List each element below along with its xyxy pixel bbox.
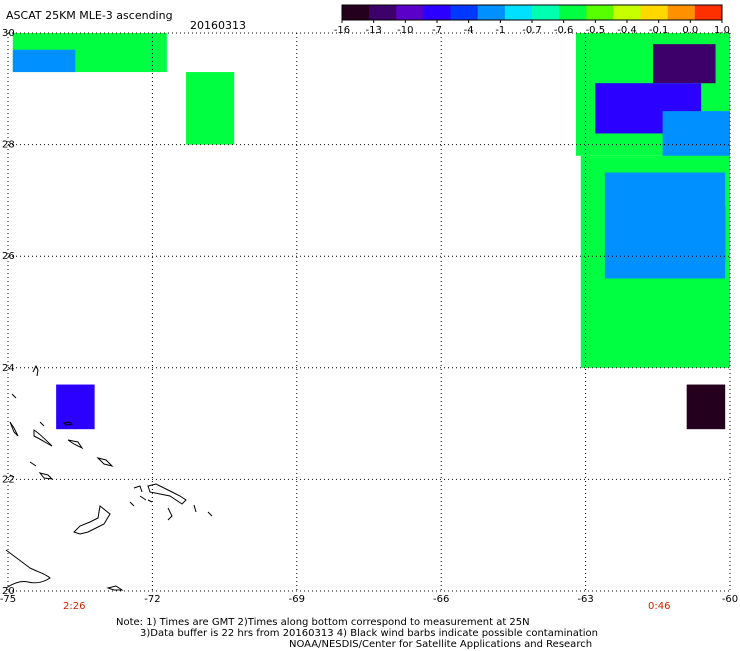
x-tick-label: -60 bbox=[722, 594, 738, 605]
colorbar-label: -7 bbox=[432, 25, 442, 36]
colorbar bbox=[341, 4, 723, 21]
note-line-3: NOAA/NESDIS/Center for Satellite Applica… bbox=[289, 639, 593, 650]
colorbar-segment bbox=[423, 5, 452, 20]
coastline-bahamas-north bbox=[32, 364, 39, 377]
note-line-1: Note: 1) Times are GMT 2)Times along bot… bbox=[116, 617, 530, 628]
colorbar-label: -13 bbox=[365, 25, 381, 36]
x-tick-label: -63 bbox=[577, 594, 593, 605]
coastline-island bbox=[39, 421, 45, 427]
chart-date: 20160313 bbox=[190, 19, 246, 32]
colorbar-label: 0.0 bbox=[682, 25, 698, 36]
x-tick-label: -66 bbox=[433, 594, 449, 605]
colorbar-segment bbox=[613, 5, 642, 20]
coastline-island bbox=[129, 501, 135, 507]
colorbar-segment bbox=[586, 5, 614, 20]
coastline-island bbox=[38, 472, 54, 480]
coastline-island bbox=[167, 507, 173, 521]
colorbar-segment bbox=[504, 5, 533, 20]
coastline-island bbox=[133, 485, 143, 493]
coastline-island bbox=[193, 504, 197, 513]
coastline-island bbox=[96, 457, 114, 467]
colorbar-label: -4 bbox=[464, 25, 474, 36]
colorbar-segment bbox=[559, 5, 587, 20]
colorbar-segment bbox=[667, 5, 696, 20]
axes: -75 -72 -69 -66 -63 -60 30 28 26 24 22 20 bbox=[0, 28, 738, 605]
colorbar-label: -1 bbox=[495, 25, 505, 36]
coastline-island bbox=[139, 495, 147, 501]
colorbar-segment bbox=[369, 5, 397, 20]
note-line-2: 3)Data buffer is 22 hrs from 20160313 4)… bbox=[140, 628, 598, 639]
x-tick-label: -75 bbox=[0, 594, 16, 605]
y-tick-label: 24 bbox=[2, 363, 15, 374]
colorbar-segment bbox=[532, 5, 560, 20]
coastlines bbox=[5, 364, 213, 591]
data-cell bbox=[186, 72, 235, 145]
data-cell bbox=[652, 44, 716, 84]
data-cell bbox=[686, 384, 726, 430]
coastline-island bbox=[62, 421, 74, 426]
colorbar-label: -0.7 bbox=[522, 25, 542, 36]
colorbar-label: -0.6 bbox=[554, 25, 574, 36]
data-cell bbox=[56, 384, 95, 430]
data-cell bbox=[604, 172, 726, 279]
y-tick-label: 28 bbox=[2, 140, 15, 151]
colorbar-label: -0.4 bbox=[617, 25, 637, 36]
colorbar-segment bbox=[396, 5, 424, 20]
coastline-island bbox=[33, 429, 53, 447]
coastline-island bbox=[11, 393, 17, 399]
coastline-island bbox=[207, 511, 213, 517]
data-cells bbox=[12, 33, 730, 430]
coastline-island bbox=[9, 421, 19, 437]
coastline-island bbox=[106, 585, 124, 591]
coastline-cuba bbox=[147, 483, 187, 505]
coastline-island bbox=[9, 474, 15, 478]
coastline-island bbox=[67, 439, 84, 450]
coastline-island bbox=[147, 499, 153, 503]
colorbar-segment bbox=[694, 5, 723, 20]
y-tick-label: 22 bbox=[2, 474, 15, 485]
y-tick-label: 20 bbox=[2, 586, 15, 597]
colorbar-label: 1.0 bbox=[714, 25, 730, 36]
colorbar-segment bbox=[477, 5, 506, 20]
colorbar-label: -10 bbox=[397, 25, 413, 36]
colorbar-labels: -16 -13 -10 -7 -4 -1 -0.7 -0.6 -0.5 -0.4 -0.1 0.0 1.… bbox=[334, 20, 730, 36]
coastline-hispaniola bbox=[5, 549, 51, 589]
colorbar-segment bbox=[450, 5, 479, 20]
colorbar-label: -16 bbox=[334, 25, 350, 36]
coastline-island bbox=[73, 505, 111, 535]
time-left: 2:26 bbox=[63, 601, 86, 612]
x-tick-label: -72 bbox=[144, 594, 160, 605]
y-tick-label: 26 bbox=[2, 251, 15, 262]
chart-title: ASCAT 25KM MLE-3 ascending bbox=[6, 9, 173, 22]
time-right: 0:46 bbox=[648, 601, 671, 612]
colorbar-segment bbox=[342, 5, 370, 20]
grid bbox=[7, 32, 731, 592]
data-cell bbox=[12, 49, 76, 73]
colorbar-label: -0.5 bbox=[586, 25, 606, 36]
y-tick-label: 30 bbox=[2, 28, 15, 39]
coastline-island bbox=[29, 461, 37, 467]
colorbar-label: -0.1 bbox=[649, 25, 669, 36]
colorbar-segment bbox=[640, 5, 669, 20]
x-tick-label: -69 bbox=[289, 594, 305, 605]
